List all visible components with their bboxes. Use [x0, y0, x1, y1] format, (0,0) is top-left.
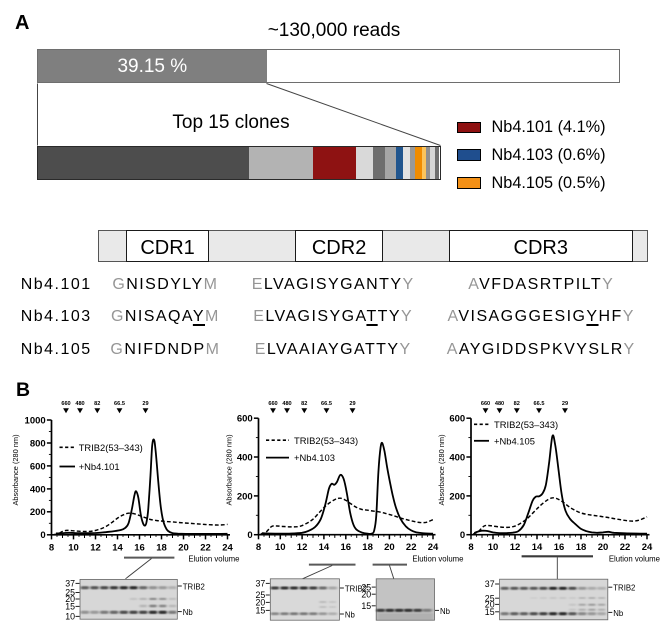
svg-text:15: 15 — [485, 607, 495, 617]
svg-text:TRIB2(53–343): TRIB2(53–343) — [494, 419, 558, 430]
svg-text:TRIB2(53–343): TRIB2(53–343) — [79, 442, 143, 453]
svg-text:400: 400 — [449, 452, 465, 463]
svg-text:15: 15 — [361, 601, 371, 611]
svg-text:12: 12 — [90, 542, 101, 553]
svg-text:400: 400 — [30, 484, 46, 495]
svg-text:660: 660 — [61, 401, 70, 407]
svg-text:82: 82 — [514, 401, 520, 407]
svg-text:400: 400 — [237, 452, 253, 463]
svg-text:14: 14 — [532, 542, 543, 553]
svg-text:18: 18 — [576, 542, 587, 553]
svg-text:TRIB2: TRIB2 — [613, 584, 635, 593]
svg-text:25: 25 — [256, 590, 266, 600]
svg-text:10: 10 — [488, 542, 499, 553]
svg-text:37: 37 — [65, 579, 75, 589]
svg-text:480: 480 — [282, 401, 291, 407]
svg-text:16: 16 — [134, 542, 145, 553]
svg-text:TRIB2(53–343): TRIB2(53–343) — [294, 435, 358, 446]
svg-text:20: 20 — [485, 600, 495, 610]
svg-text:Absorbance (280 nm): Absorbance (280 nm) — [11, 434, 20, 505]
svg-text:16: 16 — [341, 542, 352, 553]
svg-text:TRIB2: TRIB2 — [183, 582, 205, 591]
svg-text:14: 14 — [319, 542, 330, 553]
svg-text:660: 660 — [481, 401, 490, 407]
svg-text:22: 22 — [406, 542, 417, 553]
svg-text:200: 200 — [30, 507, 46, 518]
svg-text:66.5: 66.5 — [321, 401, 332, 407]
svg-text:24: 24 — [642, 542, 653, 553]
svg-text:20: 20 — [384, 542, 395, 553]
svg-text:24: 24 — [222, 542, 233, 553]
svg-text:20: 20 — [598, 542, 609, 553]
svg-text:10: 10 — [275, 542, 286, 553]
svg-text:600: 600 — [237, 414, 253, 425]
svg-text:66.5: 66.5 — [534, 401, 545, 407]
svg-text:82: 82 — [301, 401, 307, 407]
svg-text:29: 29 — [562, 401, 568, 407]
svg-text:14: 14 — [112, 542, 123, 553]
svg-text:+Nb4.103: +Nb4.103 — [294, 452, 335, 463]
svg-text:25: 25 — [361, 582, 371, 592]
svg-text:800: 800 — [30, 438, 46, 449]
svg-text:8: 8 — [49, 542, 54, 553]
svg-text:16: 16 — [554, 542, 565, 553]
svg-text:20: 20 — [178, 542, 189, 553]
svg-text:37: 37 — [485, 579, 495, 589]
svg-text:200: 200 — [449, 491, 465, 502]
svg-text:66.5: 66.5 — [114, 401, 125, 407]
svg-text:15: 15 — [256, 606, 266, 616]
svg-text:+Nb4.105: +Nb4.105 — [494, 435, 535, 446]
svg-text:Absorbance (280 nm): Absorbance (280 nm) — [225, 434, 234, 505]
svg-text:+Nb4.101: +Nb4.101 — [79, 461, 120, 472]
svg-text:Elution volume: Elution volume — [609, 555, 660, 564]
svg-text:18: 18 — [156, 542, 167, 553]
svg-text:TRIB2: TRIB2 — [345, 584, 367, 593]
svg-text:1000: 1000 — [25, 415, 46, 426]
svg-text:37: 37 — [256, 579, 266, 589]
svg-text:20: 20 — [65, 594, 75, 604]
svg-text:10: 10 — [68, 542, 79, 553]
svg-text:20: 20 — [256, 598, 266, 608]
svg-text:Elution volume: Elution volume — [412, 555, 463, 564]
svg-text:0: 0 — [247, 530, 252, 541]
svg-text:0: 0 — [460, 530, 465, 541]
svg-text:0: 0 — [40, 530, 45, 541]
svg-text:8: 8 — [468, 542, 473, 553]
svg-text:Elution volume: Elution volume — [188, 555, 239, 564]
svg-text:8: 8 — [256, 542, 261, 553]
svg-text:12: 12 — [297, 542, 308, 553]
svg-text:25: 25 — [65, 588, 75, 598]
svg-text:29: 29 — [349, 401, 355, 407]
svg-text:600: 600 — [449, 414, 465, 425]
svg-text:200: 200 — [237, 491, 253, 502]
svg-text:600: 600 — [30, 461, 46, 472]
svg-text:12: 12 — [510, 542, 521, 553]
svg-text:Nb: Nb — [345, 610, 356, 619]
svg-text:Nb: Nb — [183, 608, 194, 617]
svg-text:25: 25 — [485, 593, 495, 603]
svg-text:Absorbance (280 nm): Absorbance (280 nm) — [437, 434, 446, 505]
svg-text:Nb: Nb — [440, 607, 451, 616]
svg-text:20: 20 — [361, 589, 371, 599]
svg-text:480: 480 — [75, 401, 84, 407]
svg-text:15: 15 — [65, 602, 75, 612]
svg-text:22: 22 — [620, 542, 631, 553]
svg-text:Nb: Nb — [613, 609, 624, 618]
svg-text:24: 24 — [428, 542, 439, 553]
svg-text:22: 22 — [200, 542, 211, 553]
svg-text:82: 82 — [94, 401, 100, 407]
svg-text:10: 10 — [65, 612, 75, 622]
svg-text:29: 29 — [142, 401, 148, 407]
svg-text:18: 18 — [362, 542, 373, 553]
svg-text:660: 660 — [268, 401, 277, 407]
svg-text:480: 480 — [495, 401, 504, 407]
